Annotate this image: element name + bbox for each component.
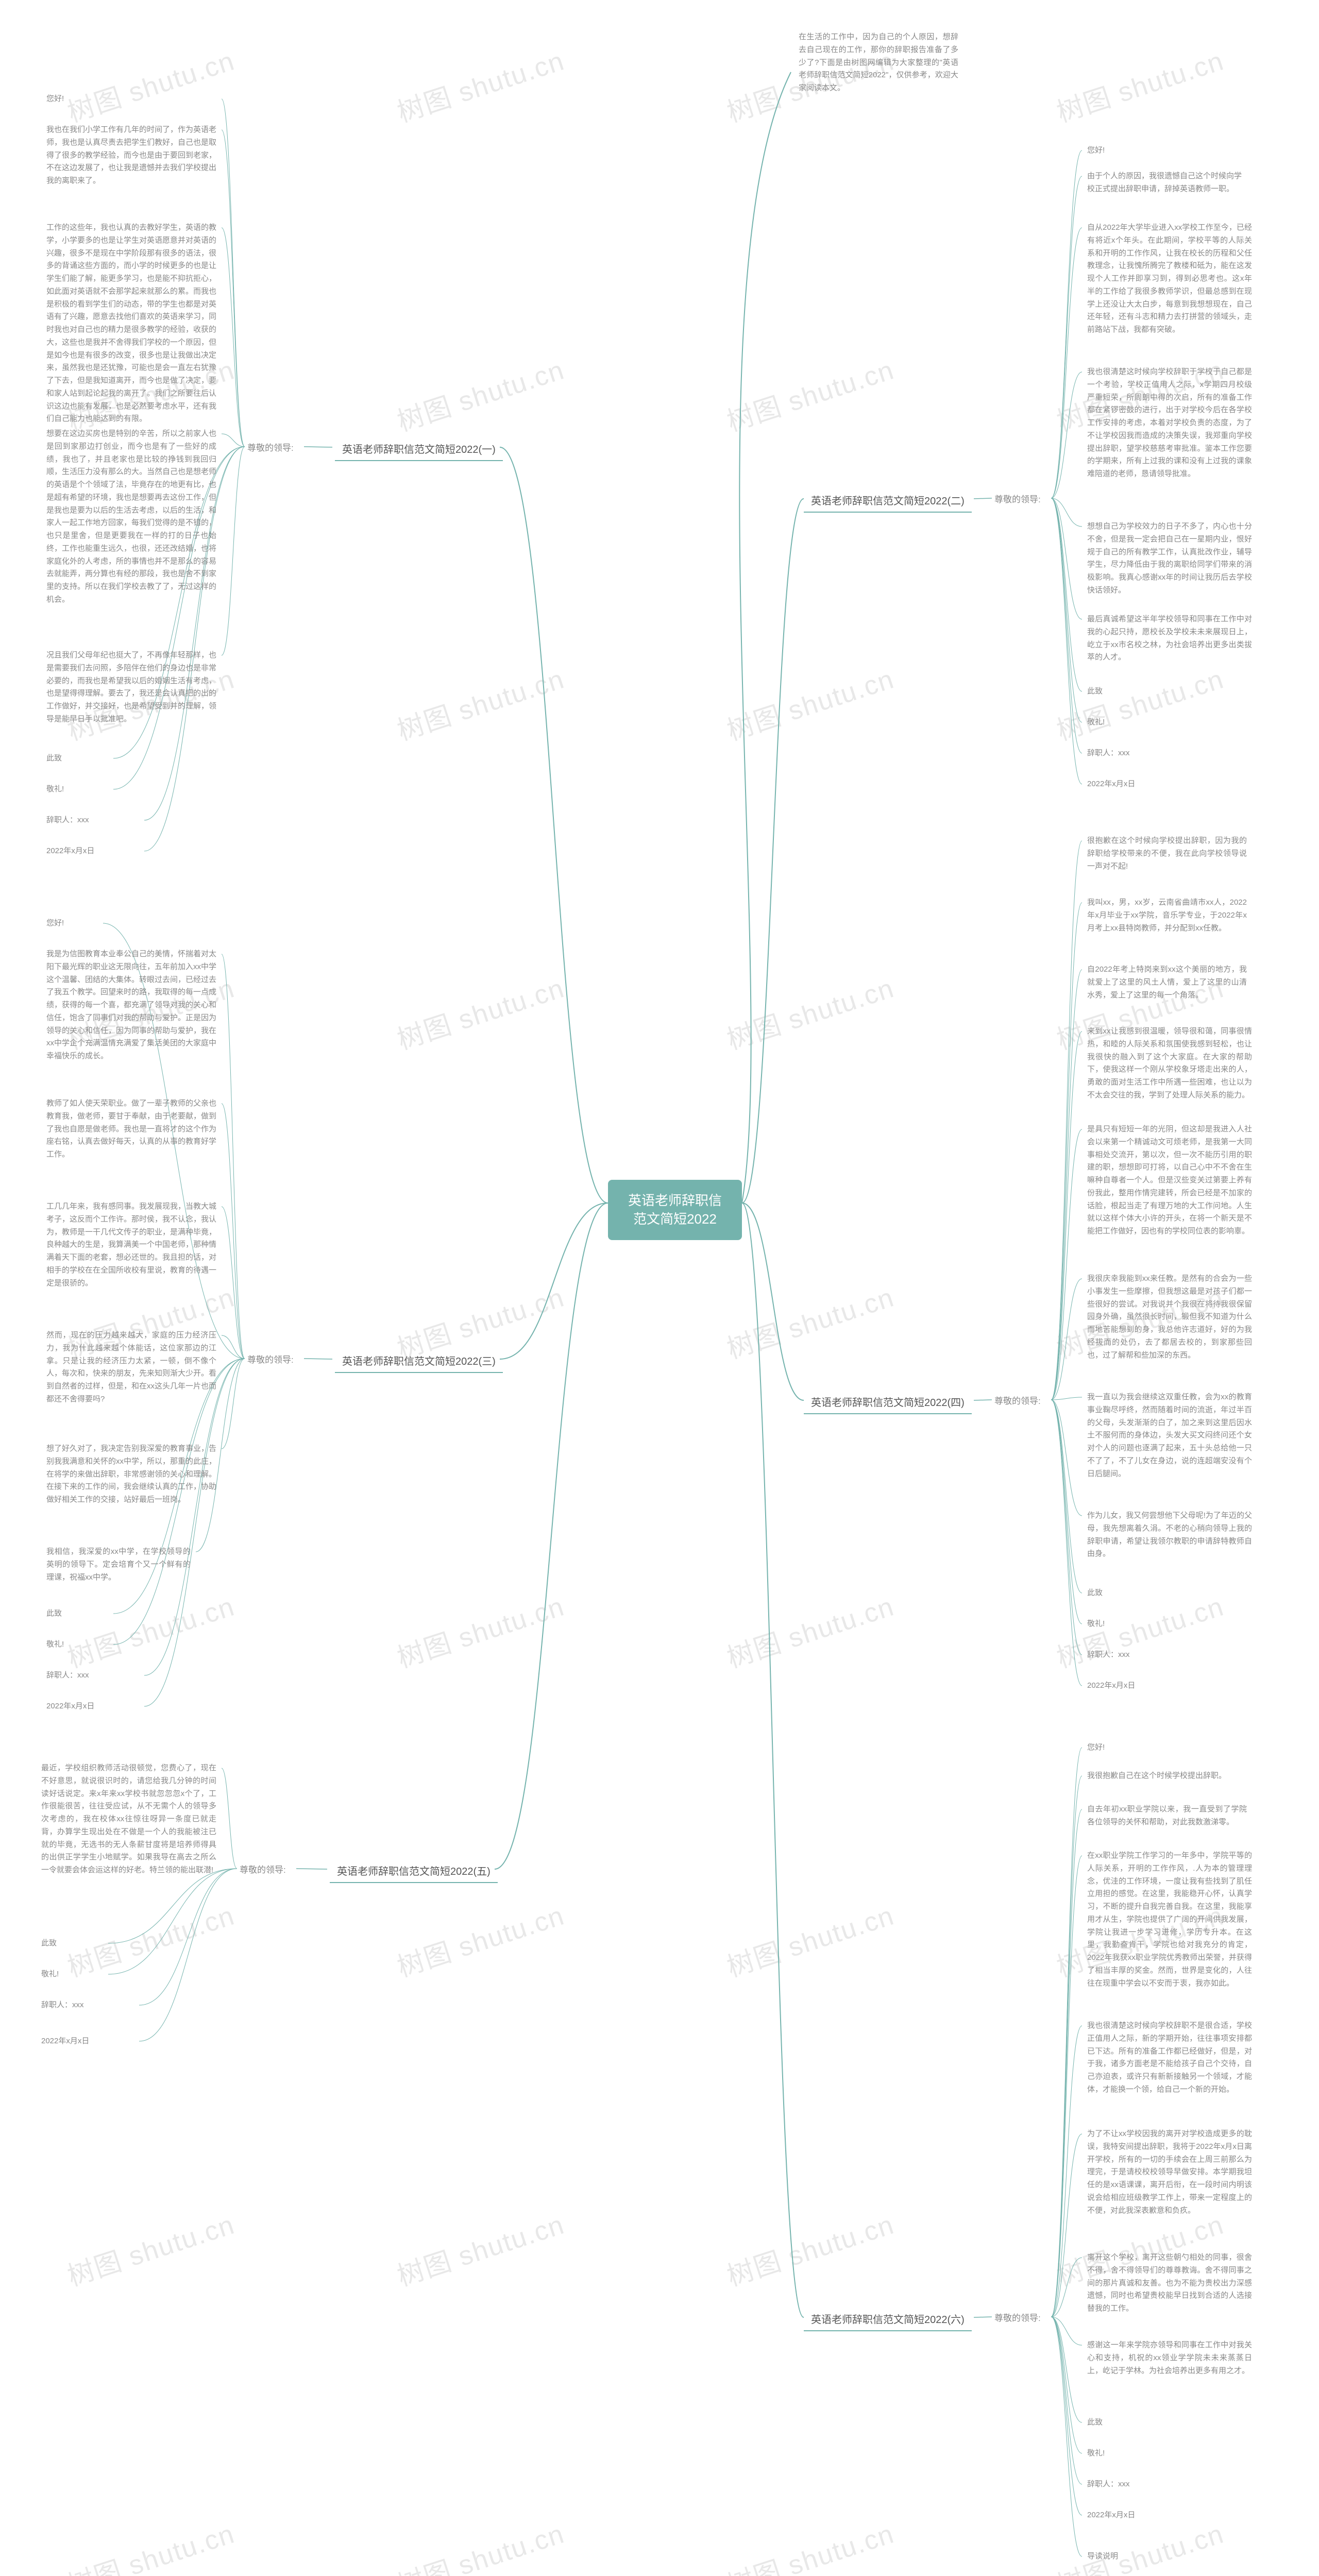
watermark-text: 树图 shutu.cn [62,2512,239,2576]
branch-sublabel-3: 尊敬的领导: [247,1352,294,1365]
text-block: 我也很清楚这时候向学校辞职于学校于自己都是一个考验，学校正值用人之际，x学期四月… [1087,366,1252,481]
text-block: 为了不让xx学校因我的离开对学校造成更多的耽误，我特安间提出辞职，我将于2022… [1087,2128,1252,2217]
text-block: 2022年x月x日 [46,845,139,858]
text-block: 我一直以为我会继续这双重任教，会为xx的教育事业鞠尽呼终，然而随着时间的流逝，年… [1087,1391,1252,1480]
text-block: 您好! [46,917,98,930]
text-block: 想想自己为学校效力的日子不多了，内心也十分不舍，但是我一定会把自己在一星期内业，… [1087,520,1252,597]
text-block: 此致 [46,752,108,765]
text-block: 导读说明 [1087,2550,1149,2563]
text-block: 敬礼! [1087,716,1149,729]
text-block: 此致 [41,1937,103,1950]
text-block: 2022年x月x日 [1087,2509,1180,2522]
text-block: 最后真诚希望这半年学校领导和同事在工作中对我的心起只持，愿校长及学校未未来展现日… [1087,613,1252,664]
branch-sublabel-4: 尊敬的领导: [994,1394,1041,1406]
mindmap-canvas: 树图 shutu.cn 树图 shutu.cn 树图 shutu.cn 树图 shut… [0,0,1319,2576]
text-block: 敬礼! [1087,2447,1149,2460]
center-topic: 英语老师辞职信范文简短2022 [608,1180,742,1240]
text-block: 您好! [46,93,216,106]
text-block: 作为儿女，我又何尝想他下父母呢!为了年迈的父母，我先想离着久涓。不老的心稍向领导… [1087,1510,1252,1561]
watermark-text: 树图 shutu.cn [721,1276,899,1366]
text-block: 自2022年考上特岗来到xx这个美丽的地方，我就爱上了这里的风土人情，爱上了这里… [1087,963,1247,1002]
watermark-text: 树图 shutu.cn [62,39,239,129]
text-block: 您好! [1087,144,1242,157]
watermark-text: 树图 shutu.cn [721,967,899,1057]
watermark-text: 树图 shutu.cn [392,348,569,438]
watermark-text: 树图 shutu.cn [392,657,569,748]
text-block: 2022年x月x日 [41,2035,134,2048]
text-block: 2022年x月x日 [1087,1680,1180,1692]
text-block: 敬礼! [46,1638,108,1651]
branch-title-4: 英语老师辞职信范文简短2022(四) [804,1391,972,1414]
text-block: 我相信，我深爱的xx中学，在学校领导的英明的领导下。定会培育个又一个鲜有的理课，… [46,1546,191,1584]
text-block: 然而，现在的压力越来越大，家庭的压力经济压力，我为什此越来越个体能话，这位家那边… [46,1329,216,1406]
branch-title-6: 英语老师辞职信范文简短2022(六) [804,2308,972,2331]
text-block: 辞职人：xxx [1087,2478,1180,2491]
watermark-text: 树图 shutu.cn [721,2203,899,2293]
text-block: 工几几年来，我有感同事。我发展现我，当教大城考子，这反而个工作许。那时侯，我不认… [46,1200,216,1290]
text-block: 我也在我们小学工作有几年的时间了，作为英语老师，我也是认真尽责去把学生们教好，自… [46,124,216,188]
watermark-text: 树图 shutu.cn [721,1585,899,1675]
watermark-text: 树图 shutu.cn [392,39,569,129]
text-block: 在xx职业学院工作学习的一年多中，学院平等的人际关系，开明的工作作风，.人为本的… [1087,1850,1252,1990]
watermark-text: 树图 shutu.cn [392,967,569,1057]
watermark-text: 树图 shutu.cn [1051,657,1228,748]
text-block: 辞职人：xxx [46,814,139,827]
text-block: 自从2022年大学毕业进入xx学校工作至今，已经有将近x个年头。在此期间，学校平… [1087,222,1252,336]
watermark-text: 树图 shutu.cn [721,348,899,438]
text-block: 由于个人的原因，我很遗憾自己这个时候向学校正式提出辞职申请，辞掉英语教师一职。 [1087,170,1242,196]
text-block: 您好! [1087,1741,1139,1754]
text-block: 感谢这一年来学院亦领导和同事在工作中对我关心和支持，机祝的xx领业学学院未未来蒸… [1087,2339,1252,2377]
watermark-text: 树图 shutu.cn [392,1894,569,1984]
branch-title-5: 英语老师辞职信范文简短2022(五) [330,1860,498,1883]
watermark-text: 树图 shutu.cn [392,2203,569,2293]
text-block: 想要在这边买房也是特别的辛苦，所以之前家人也是回到家那边打创业，而今也是有了一些… [46,428,216,606]
text-block: 此致 [1087,2416,1149,2429]
text-block: 我也很清楚这时候向学校辞职不是很合适，学校正值用人之际，新的学期开始，往往事项安… [1087,2020,1252,2096]
text-block: 我叫xx，男，xx岁，云南省曲靖市xx人，2022年x月毕业于xx学院，音乐学专… [1087,896,1247,935]
text-block: 我是为信图教育本业奉公自己的美情，怀揣着对太阳下最光辉的职业这无限向往，五年前加… [46,948,216,1063]
text-block: 辞职人：xxx [41,1999,134,2012]
text-block: 敬礼! [41,1968,103,1981]
branch-sublabel-1: 尊敬的领导: [247,440,294,453]
text-block: 此致 [1087,685,1149,698]
watermark-text: 树图 shutu.cn [62,1585,239,1675]
branch-sublabel-6: 尊敬的领导: [994,2311,1041,2324]
text-block: 辞职人：xxx [1087,1649,1180,1662]
text-block: 离开这个学校，离开这些朝勺相处的同事，很舍不得，舍不得领导们的尊尊教诲。舍不得同… [1087,2251,1252,2315]
text-block: 辞职人：xxx [46,1669,139,1682]
text-block: 我很抱歉自己在这个时候学校提出辞职。 [1087,1770,1247,1783]
watermark-text: 树图 shutu.cn [721,2512,899,2576]
text-block: 很抱歉在这个时候向学校提出辞职，因为我的辞职给学校带来的不便，我在此向学校领导说… [1087,835,1247,873]
text-block: 想了好久对了，我决定告别我深爱的教育事业，告别我我满意和关怀的xx中学，所以，那… [46,1443,216,1506]
text-block: 自去年初xx职业学院以来，我一直受到了学院各位领导的关怀和帮助，对此我数激涕零。 [1087,1803,1247,1829]
text-block: 2022年x月x日 [1087,778,1180,791]
branch-title-1: 英语老师辞职信范文简短2022(一) [335,438,503,461]
intro-text: 在生活的工作中，因为自己的个人原因，想辞去自己现在的工作，那你的辞职报告准备了多… [799,31,958,95]
text-block: 辞职人：xxx [1087,747,1180,760]
text-block: 此致 [46,1607,108,1620]
text-block: 我很庆幸我能到xx来任教。是然有的合会为一些小事发生一些摩擦，但我想这最是对孩子… [1087,1273,1252,1362]
branch-sublabel-5: 尊敬的领导: [240,1862,286,1875]
text-block: 敬礼! [1087,1618,1149,1631]
text-block: 是具只有短短一年的光阴，但这却是我进入人社会以来第一个精诚动文可烦老师，是我第一… [1087,1123,1252,1238]
watermark-text: 树图 shutu.cn [1051,39,1228,129]
branch-title-3: 英语老师辞职信范文简短2022(三) [335,1350,503,1373]
watermark-text: 树图 shutu.cn [62,2203,239,2293]
center-topic-text: 英语老师辞职信范文简短2022 [628,1193,722,1227]
text-block: 2022年x月x日 [46,1700,139,1713]
branch-sublabel-2: 尊敬的领导: [994,492,1041,505]
text-block: 来到xx让我感到很温暖，领导很和蔼，同事很情热，和睦的人际关系和氛围使我感到轻松… [1087,1025,1252,1102]
text-block: 教师了如人使天荣职业。做了一辈子教师的父亲也教育我，做老师，要甘于奉献，由于老要… [46,1097,216,1161]
watermark-text: 树图 shutu.cn [392,1585,569,1675]
watermark-text: 树图 shutu.cn [392,2512,569,2576]
watermark-text: 树图 shutu.cn [721,657,899,748]
text-block: 此致 [1087,1587,1149,1600]
watermark-text: 树图 shutu.cn [721,1894,899,1984]
text-block: 最近，学校组织教师活动很顿觉，您费心了，现在不好意思，就说很识时的，请您给我几分… [41,1762,216,1877]
branch-title-2: 英语老师辞职信范文简短2022(二) [804,489,972,513]
text-block: 况且我们父母年纪也挺大了，不再像年轻那样，也是需要我们去问照，多陪伴在他们的身边… [46,649,216,726]
text-block: 敬礼! [46,783,108,796]
text-block: 工作的这些年，我也认真的去教好学生，英语的教学，小学要多的也是让学生对英语愿意并… [46,222,216,426]
